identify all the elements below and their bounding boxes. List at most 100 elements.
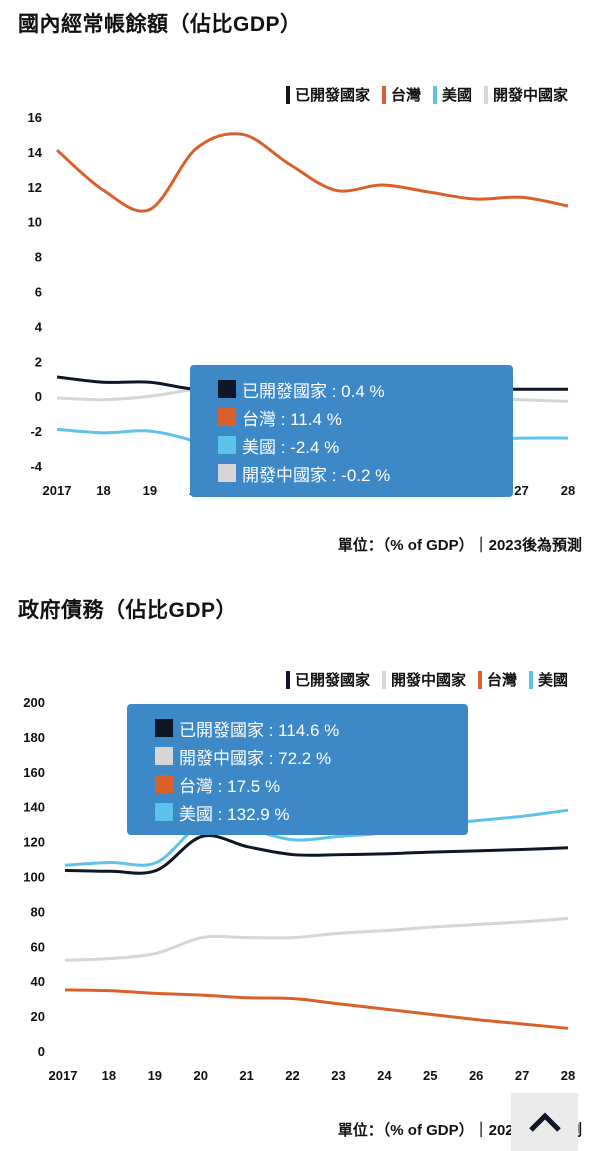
tooltip-swatch	[155, 719, 173, 737]
scroll-to-top-button[interactable]	[511, 1093, 578, 1151]
y-tick-label: 120	[23, 835, 45, 850]
x-tick-label: 21	[239, 1068, 253, 1083]
series-line-developing	[64, 916, 569, 962]
x-tick-label: 20	[193, 1068, 207, 1083]
series-line-taiwan	[56, 132, 569, 213]
series-line-us	[64, 808, 569, 867]
legend-label: 美國	[537, 672, 568, 689]
chart-2-legend: 已開發國家 開發中國家 台灣 美國	[285, 669, 568, 690]
series-line-taiwan	[64, 988, 569, 1030]
tooltip-text: 美國 : -2.4 %	[242, 437, 340, 457]
y-tick-label: 20	[31, 1009, 45, 1024]
x-tick-label: 27	[514, 483, 528, 498]
legend-item-developing[interactable]: 開發中國家	[381, 669, 466, 690]
legend-label: 開發中國家	[390, 672, 466, 689]
y-tick-label: -4	[30, 459, 42, 474]
tooltip-text: 已開發國家 : 0.4 %	[242, 381, 385, 401]
x-tick-label: 24	[377, 1068, 392, 1083]
y-tick-label: 10	[28, 215, 42, 230]
tooltip-row-developed: 已開發國家 : 114.6 %	[155, 714, 468, 742]
y-tick-label: 80	[31, 904, 45, 919]
legend-item-us[interactable]: 美國	[528, 669, 568, 690]
legend-swatch	[381, 670, 386, 689]
x-tick-label: 18	[96, 483, 110, 498]
legend-item-taiwan[interactable]: 台灣	[381, 84, 421, 105]
series-line-developed	[64, 834, 569, 875]
tooltip-text: 台灣 : 17.5 %	[179, 776, 281, 796]
tooltip-row-taiwan: 台灣 : 17.5 %	[155, 770, 468, 798]
legend-label: 已開發國家	[294, 672, 370, 689]
y-tick-label: 4	[35, 319, 43, 334]
tooltip-swatch	[155, 747, 173, 765]
chart-1-legend: 已開發國家 台灣 美國 開發中國家	[285, 84, 568, 105]
legend-swatch	[432, 85, 437, 104]
tooltip-text: 開發中國家 : -0.2 %	[242, 465, 391, 485]
y-tick-label: 0	[35, 389, 42, 404]
tooltip-text: 已開發國家 : 114.6 %	[179, 720, 340, 740]
legend-label: 台灣	[486, 672, 517, 689]
x-tick-label: 23	[331, 1068, 345, 1083]
chart-1-footnote: 單位：（% of GDP）｜2023後為預測	[337, 537, 582, 554]
x-tick-label: 28	[561, 1068, 575, 1083]
tooltip-text: 美國 : 132.9 %	[179, 804, 290, 824]
legend-label: 台灣	[390, 87, 421, 104]
y-tick-label: 14	[28, 145, 43, 160]
legend-label: 美國	[441, 87, 472, 104]
tooltip-row-developing: 開發中國家 : 72.2 %	[155, 742, 468, 770]
tooltip-swatch	[155, 775, 173, 793]
legend-item-developed[interactable]: 已開發國家	[285, 84, 370, 105]
x-tick-label: 19	[148, 1068, 162, 1083]
legend-swatch	[285, 85, 290, 104]
legend-swatch	[483, 85, 488, 104]
y-tick-label: 6	[35, 285, 42, 300]
legend-item-taiwan[interactable]: 台灣	[477, 669, 517, 690]
y-tick-label: 2	[35, 354, 42, 369]
legend-label: 已開發國家	[294, 87, 370, 104]
x-tick-label: 28	[561, 483, 575, 498]
y-tick-label: 40	[31, 974, 45, 989]
y-tick-label: -2	[30, 424, 42, 439]
y-tick-label: 16	[28, 110, 42, 125]
legend-swatch	[528, 670, 533, 689]
x-tick-label: 2017	[49, 1068, 78, 1083]
chart-2-title: 政府債務（佔比GDP）	[18, 599, 238, 622]
x-tick-label: 19	[143, 483, 157, 498]
legend-item-developing[interactable]: 開發中國家	[483, 84, 568, 105]
chevron-up-icon	[528, 1112, 561, 1132]
x-tick-label: 26	[469, 1068, 483, 1083]
y-tick-label: 8	[35, 250, 42, 265]
tooltip-swatch	[218, 408, 236, 426]
tooltip-row-developed: 已開發國家 : 0.4 %	[218, 375, 513, 403]
tooltip-swatch	[218, 380, 236, 398]
tooltip-row-us: 美國 : -2.4 %	[218, 431, 513, 459]
tooltip-swatch	[218, 464, 236, 482]
y-tick-label: 12	[28, 180, 42, 195]
y-tick-label: 180	[23, 730, 45, 745]
x-tick-label: 22	[285, 1068, 299, 1083]
legend-swatch	[285, 670, 290, 689]
legend-item-developed[interactable]: 已開發國家	[285, 669, 370, 690]
tooltip-swatch	[155, 803, 173, 821]
legend-item-us[interactable]: 美國	[432, 84, 472, 105]
tooltip-text: 台灣 : 11.4 %	[242, 409, 342, 429]
y-tick-label: 200	[23, 695, 45, 710]
tooltip-swatch	[218, 436, 236, 454]
y-tick-label: 100	[23, 870, 45, 885]
tooltip-row-us: 美國 : 132.9 %	[155, 798, 468, 826]
x-tick-label: 27	[515, 1068, 529, 1083]
tooltip-row-developing: 開發中國家 : -0.2 %	[218, 459, 513, 487]
x-tick-label: 2017	[43, 483, 72, 498]
x-tick-label: 18	[102, 1068, 116, 1083]
legend-swatch	[477, 670, 482, 689]
y-tick-label: 0	[38, 1044, 45, 1059]
y-tick-label: 140	[23, 800, 45, 815]
y-tick-label: 160	[23, 765, 45, 780]
y-tick-label: 60	[31, 939, 45, 954]
chart-1-tooltip: 已開發國家 : 0.4 % 台灣 : 11.4 % 美國 : -2.4 % 開發中國家…	[190, 365, 513, 497]
legend-label: 開發中國家	[492, 87, 568, 104]
legend-swatch	[381, 85, 386, 104]
x-tick-label: 25	[423, 1068, 437, 1083]
tooltip-text: 開發中國家 : 72.2 %	[179, 748, 332, 768]
chart-1-title: 國內經常帳餘額（佔比GDP）	[18, 13, 302, 36]
